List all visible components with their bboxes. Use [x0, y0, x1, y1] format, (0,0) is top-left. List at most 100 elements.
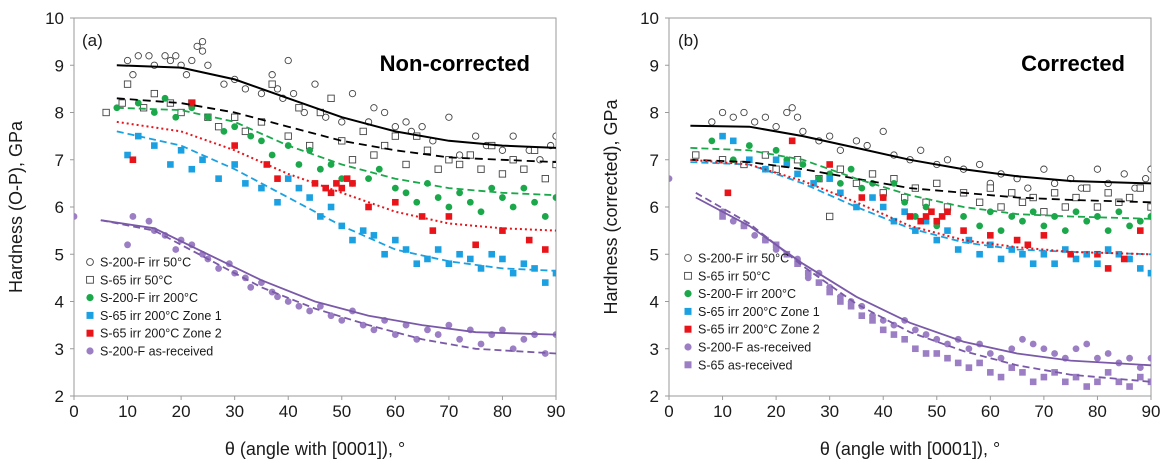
data-point	[772, 146, 780, 154]
data-point	[118, 99, 126, 107]
data-point	[509, 132, 517, 140]
x-tick-label: 80	[493, 402, 512, 421]
data-point	[300, 108, 308, 117]
data-point	[445, 321, 453, 329]
legend-entry: S-65 irr 200°C Zone 1	[698, 305, 820, 319]
data-point	[954, 246, 962, 253]
data-point	[1104, 369, 1112, 376]
data-point	[1019, 250, 1026, 258]
data-point	[242, 180, 249, 187]
y-axis-title: Hardness (corrected), GPa	[601, 98, 621, 314]
data-point	[879, 317, 887, 324]
data-point	[145, 217, 153, 225]
chart-title: Corrected	[1021, 51, 1125, 76]
data-point	[418, 123, 426, 131]
data-point	[231, 142, 238, 149]
data-point	[311, 80, 319, 88]
data-point	[917, 146, 925, 154]
data-point	[858, 194, 866, 201]
data-point	[424, 326, 431, 334]
fit-curve	[116, 97, 556, 163]
data-point	[997, 203, 1005, 211]
data-point	[1104, 265, 1112, 272]
data-point	[359, 321, 367, 329]
data-point	[1051, 260, 1058, 267]
data-point	[1136, 217, 1144, 225]
data-point	[247, 283, 255, 291]
data-point	[815, 279, 823, 286]
legend-entry: S-200-F irr 200°C	[100, 291, 198, 305]
data-point	[520, 184, 528, 192]
data-point	[509, 269, 517, 277]
data-point	[456, 250, 463, 258]
data-point	[273, 85, 282, 93]
data-point	[295, 161, 303, 168]
data-point	[284, 132, 292, 140]
data-point	[729, 217, 737, 225]
data-point	[1062, 378, 1069, 386]
data-point	[954, 359, 962, 367]
data-point	[960, 213, 967, 220]
legend-marker	[86, 294, 94, 302]
data-point	[1072, 345, 1080, 353]
data-point	[258, 184, 265, 192]
data-point	[1104, 227, 1112, 235]
data-point	[1051, 350, 1058, 357]
x-tick-label: 60	[386, 402, 405, 421]
data-point	[167, 161, 174, 168]
data-point	[381, 250, 388, 258]
data-point	[477, 208, 485, 216]
data-point	[1019, 335, 1026, 343]
data-point	[965, 236, 973, 244]
data-point	[520, 165, 528, 173]
data-point	[327, 189, 335, 197]
x-tick-label: 0	[664, 402, 673, 421]
data-point	[719, 213, 726, 220]
data-point	[1147, 354, 1151, 362]
data-point	[788, 137, 796, 145]
data-point	[198, 37, 207, 46]
data-point	[724, 189, 732, 197]
data-point	[943, 156, 952, 164]
legend-entry: S-65 irr 50°C	[100, 273, 172, 287]
data-point	[1115, 250, 1123, 258]
data-point	[172, 52, 180, 60]
data-point	[188, 56, 196, 65]
data-point	[922, 350, 930, 357]
data-point	[467, 255, 474, 263]
data-point	[134, 99, 142, 107]
x-tick-label: 70	[439, 402, 458, 421]
data-point	[1008, 189, 1016, 197]
data-point	[445, 203, 453, 211]
data-point	[1125, 193, 1134, 202]
data-point	[445, 156, 453, 164]
data-point	[1040, 373, 1048, 381]
data-point	[793, 113, 802, 121]
data-point	[541, 246, 549, 253]
data-point	[928, 208, 935, 216]
data-point	[1008, 364, 1016, 371]
fit-curve	[690, 158, 1151, 256]
y-tick-label: 10	[45, 9, 64, 28]
data-point	[762, 236, 769, 244]
data-point	[986, 184, 994, 192]
data-point	[1040, 222, 1048, 230]
data-point	[879, 326, 887, 334]
data-point	[852, 137, 861, 145]
data-point	[541, 279, 549, 286]
legend-entry: S-65 irr 50°C	[698, 269, 770, 283]
data-point	[338, 317, 346, 324]
data-point	[772, 123, 780, 131]
x-tick-label: 50	[332, 402, 351, 421]
data-point	[1094, 378, 1101, 386]
data-point	[1040, 165, 1048, 173]
data-point	[455, 160, 464, 169]
data-point	[917, 217, 925, 225]
x-tick-label: 80	[1088, 402, 1107, 421]
data-point	[477, 265, 485, 272]
data-point	[434, 246, 442, 253]
data-point	[413, 198, 421, 206]
data-point	[997, 354, 1005, 362]
data-point	[987, 369, 994, 376]
